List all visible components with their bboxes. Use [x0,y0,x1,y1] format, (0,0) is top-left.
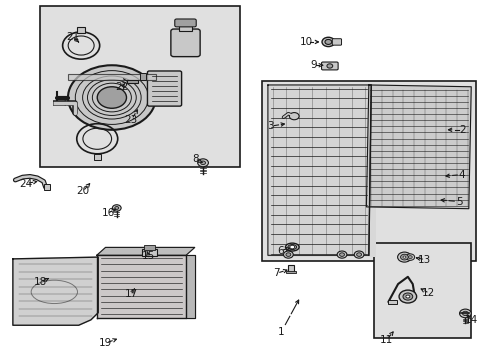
Circle shape [400,254,407,260]
Ellipse shape [285,243,299,251]
Circle shape [407,256,411,258]
Circle shape [289,113,299,120]
Circle shape [283,251,293,258]
Circle shape [200,161,205,165]
Circle shape [339,253,344,256]
Polygon shape [366,85,470,209]
Bar [373,243,470,338]
Text: 13: 13 [417,255,430,265]
Text: 20: 20 [76,186,89,197]
Bar [77,27,85,33]
Text: 7: 7 [273,268,280,278]
Bar [178,25,192,31]
Text: 5: 5 [455,197,462,207]
Circle shape [402,293,412,300]
Text: 23: 23 [124,115,138,125]
Text: 22: 22 [115,82,128,93]
Text: 6: 6 [277,246,284,256]
Circle shape [112,205,121,211]
Bar [68,74,156,80]
Text: 11: 11 [380,334,393,345]
Circle shape [197,159,208,167]
Circle shape [397,252,410,262]
FancyBboxPatch shape [174,19,196,27]
Bar [140,73,146,80]
Bar [267,85,375,257]
Polygon shape [13,257,98,325]
Text: 9: 9 [309,60,316,70]
Text: 24: 24 [20,179,33,189]
Circle shape [462,311,468,316]
Circle shape [402,256,405,258]
Text: 1: 1 [277,327,284,337]
Circle shape [325,40,331,44]
Text: 17: 17 [124,289,138,299]
Bar [43,184,50,190]
Bar [40,6,239,167]
FancyBboxPatch shape [321,62,337,70]
Polygon shape [97,247,194,255]
Bar [261,81,475,261]
Text: 8: 8 [192,154,199,164]
Bar [286,271,296,273]
Text: 2: 2 [459,125,466,135]
Text: 14: 14 [464,315,477,325]
Text: 10: 10 [299,37,312,47]
Circle shape [405,254,414,260]
Circle shape [115,207,119,210]
Circle shape [285,253,290,256]
Bar [144,245,155,249]
Ellipse shape [287,244,296,249]
FancyBboxPatch shape [331,39,341,45]
Text: 4: 4 [457,170,464,180]
Circle shape [97,87,126,108]
Circle shape [336,251,346,258]
Text: 19: 19 [99,338,112,348]
Circle shape [289,245,294,249]
Text: 12: 12 [421,288,434,298]
Text: 16: 16 [101,208,114,218]
Text: 15: 15 [142,251,155,261]
Bar [142,249,157,256]
FancyBboxPatch shape [147,71,181,106]
FancyBboxPatch shape [170,29,200,57]
Circle shape [356,253,361,256]
Circle shape [405,295,409,298]
Text: 3: 3 [266,121,273,131]
Circle shape [398,290,416,303]
Bar [127,80,138,83]
Bar [288,265,294,272]
Circle shape [68,65,156,130]
Circle shape [353,251,363,258]
Polygon shape [185,255,194,318]
Circle shape [459,309,470,318]
Bar [387,300,396,304]
Bar [94,154,101,160]
Polygon shape [267,85,370,255]
Circle shape [326,64,332,68]
Text: 21: 21 [66,32,80,41]
Circle shape [322,37,334,46]
Text: 18: 18 [34,277,47,287]
Bar [97,255,185,318]
